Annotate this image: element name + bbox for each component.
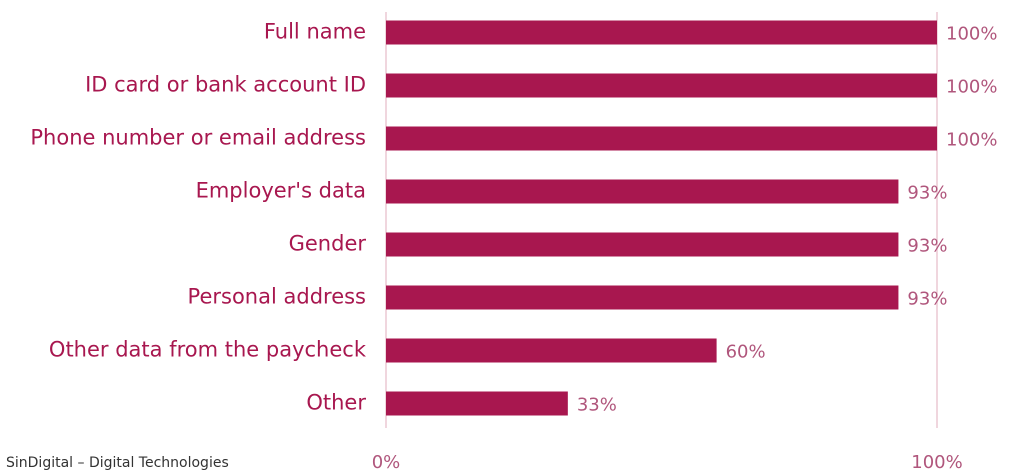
category-label: ID card or bank account ID	[85, 73, 366, 97]
bar	[386, 179, 899, 204]
bar	[386, 391, 568, 416]
bar	[386, 20, 937, 45]
value-label: 60%	[726, 342, 766, 363]
value-label: 100%	[946, 24, 997, 45]
category-label: Other	[306, 391, 366, 415]
category-label: Full name	[264, 20, 366, 44]
bar	[386, 126, 937, 151]
bar	[386, 232, 899, 257]
value-label: 33%	[577, 395, 617, 416]
x-tick-label: 0%	[372, 452, 401, 473]
bar	[386, 73, 937, 98]
bar	[386, 338, 717, 363]
value-label: 100%	[946, 77, 997, 98]
source: SinDigital – Digital Technologies	[6, 455, 229, 471]
category-label: Phone number or email address	[30, 126, 366, 150]
x-tick-label: 100%	[911, 452, 962, 473]
category-label: Gender	[289, 232, 367, 256]
value-label: 100%	[946, 130, 997, 151]
value-label: 93%	[907, 236, 947, 257]
category-label: Other data from the paycheck	[49, 338, 367, 362]
bar	[386, 285, 899, 310]
category-label: Employer's data	[196, 179, 366, 203]
category-label: Personal address	[188, 285, 366, 309]
value-label: 93%	[907, 183, 947, 204]
value-label: 93%	[907, 289, 947, 310]
